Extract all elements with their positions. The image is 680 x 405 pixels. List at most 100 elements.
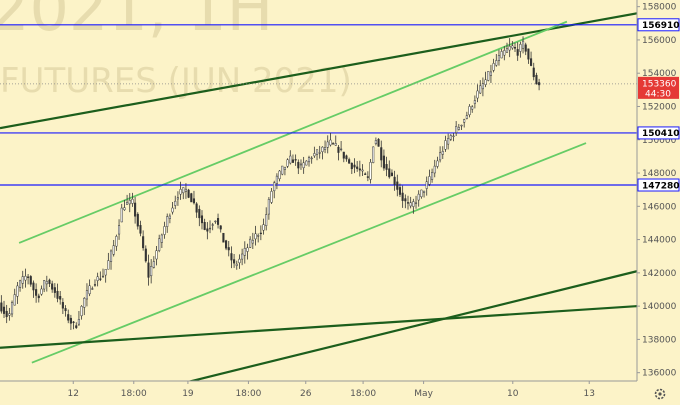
candle-body [69, 317, 72, 324]
candle-body [465, 115, 468, 119]
candle-body [431, 172, 434, 180]
plot-area [0, 12, 637, 384]
level-tag[interactable] [637, 18, 680, 32]
candle-body [382, 155, 385, 169]
level-tag-label: 150410 [642, 129, 680, 139]
x-tick-label: 18:00 [121, 389, 147, 399]
y-tick-label: 154000 [642, 69, 677, 79]
candle-body [101, 275, 105, 278]
candle-body [273, 182, 276, 192]
x-tick-label: 18:00 [235, 389, 261, 399]
candle-body [2, 306, 6, 314]
candle-body [527, 48, 530, 60]
candle-body [372, 146, 375, 163]
trend-line-1[interactable] [0, 12, 637, 130]
watermark: 2021, 1H FUTURES (JUN 2021) [0, 0, 352, 101]
candle-body [160, 234, 163, 243]
x-tick-label: May [414, 389, 433, 399]
candle-body [423, 190, 426, 193]
candle-body [10, 302, 14, 315]
candle-body [208, 227, 212, 230]
settings-button[interactable] [654, 388, 666, 400]
candle-body [481, 83, 484, 90]
trend-line-3[interactable] [31, 142, 587, 364]
candle-body [80, 306, 83, 317]
candle-body [409, 202, 412, 207]
candle-body [492, 63, 495, 71]
level-tag[interactable] [637, 126, 680, 140]
candle-body [471, 106, 474, 110]
candle-body [61, 302, 64, 309]
candle-body [460, 124, 463, 127]
candle-body [497, 55, 501, 62]
candle-body [241, 253, 244, 260]
candle-body [420, 189, 423, 198]
x-tick-label: 18:00 [350, 389, 376, 399]
candle-body [136, 213, 139, 227]
current-price-tag[interactable] [638, 76, 679, 99]
candle-body [340, 148, 343, 151]
candle-body [37, 295, 40, 299]
candle-body [508, 46, 511, 51]
candle-body [107, 260, 110, 270]
y-tick-label: 136000 [642, 369, 677, 379]
y-tick-label: 146000 [642, 202, 677, 212]
candle-body [267, 199, 270, 215]
candle-body [109, 250, 113, 262]
trend-line-4[interactable] [0, 305, 637, 349]
candle-body [297, 161, 300, 169]
candle-body [91, 288, 94, 290]
candle-body [48, 279, 51, 284]
x-tick-label: 26 [300, 389, 312, 399]
candle-body [27, 276, 30, 278]
candle-body [134, 202, 137, 217]
candle-body [238, 258, 241, 264]
candle-body [538, 82, 541, 86]
candle-body [393, 176, 396, 185]
candle-body [278, 170, 281, 180]
candle-body [332, 143, 335, 145]
candle-body [246, 247, 249, 252]
candle-body [519, 44, 522, 52]
candle-body [521, 40, 525, 49]
candle-body [425, 181, 428, 189]
candle-body [463, 119, 466, 123]
candle-body [29, 276, 32, 285]
candle-body [233, 259, 236, 264]
candle-body [93, 284, 97, 286]
candle-body [380, 147, 383, 161]
candle-body [35, 289, 38, 296]
candle-body [364, 173, 367, 175]
candle-body [131, 198, 134, 204]
candle-body [5, 310, 8, 318]
candle-body [190, 193, 193, 203]
candle-body [449, 135, 452, 140]
candle-body [198, 208, 201, 219]
candle-body [500, 51, 503, 59]
candle-body [294, 159, 297, 161]
candle-body [342, 151, 345, 159]
candle-body [51, 283, 54, 290]
candle-body [315, 149, 319, 155]
candle-body [404, 198, 407, 202]
candle-body [230, 253, 233, 261]
candle-body [45, 281, 48, 285]
trend-line-5[interactable] [178, 270, 637, 384]
candle-body [112, 245, 115, 255]
candle-body [401, 192, 404, 201]
candle-body [286, 159, 289, 167]
candle-body [216, 218, 220, 225]
candle-body [428, 176, 431, 185]
candle-body [337, 146, 340, 153]
candle-body [329, 139, 332, 146]
y-tick-label: 138000 [642, 335, 677, 345]
candle-body [142, 236, 145, 249]
level-tag[interactable] [637, 178, 680, 192]
trend-line-2[interactable] [18, 20, 568, 244]
candle-body [152, 261, 155, 268]
candle-body [56, 290, 59, 299]
candle-body [158, 238, 161, 251]
gear-icon[interactable] [654, 388, 666, 400]
